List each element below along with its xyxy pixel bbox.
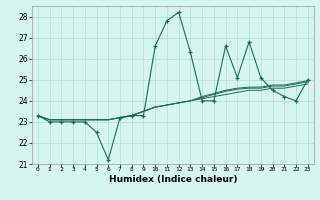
X-axis label: Humidex (Indice chaleur): Humidex (Indice chaleur): [108, 175, 237, 184]
